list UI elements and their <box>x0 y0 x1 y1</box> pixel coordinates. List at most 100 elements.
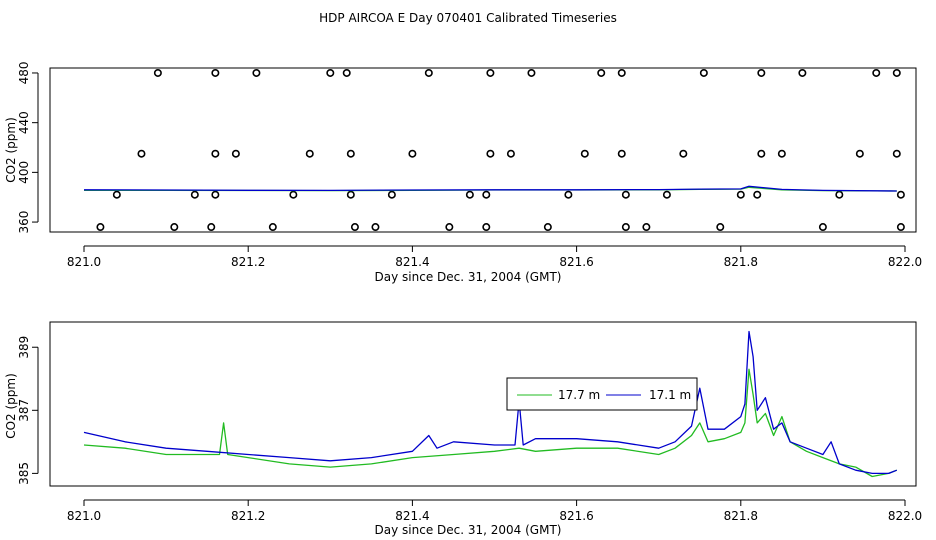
top-marker-point <box>211 190 220 199</box>
bottom-chart-panel: 821.0 821.2 821.4 821.6 821.8 822.0 385 387 389… <box>4 321 922 537</box>
top-marker-point <box>350 223 359 232</box>
top-marker-point <box>597 68 606 77</box>
bottom-x-tick-label: 822.0 <box>888 509 922 523</box>
top-marker-point <box>342 68 351 77</box>
top-x-tick-label: 821.2 <box>231 255 265 269</box>
top-marker-point <box>892 149 901 158</box>
top-y-tick-label: 440 <box>17 111 31 134</box>
top-x-tick-label: 821.4 <box>395 255 429 269</box>
top-marker-point <box>892 68 901 77</box>
top-series-line-2 <box>83 185 897 192</box>
top-marker-point <box>305 149 314 158</box>
top-marker-point <box>326 68 335 77</box>
legend-label-17-1: 17.1 m <box>649 388 691 402</box>
top-marker-point <box>716 223 725 232</box>
bottom-x-axis: 821.0 821.2 821.4 821.6 821.8 822.0 <box>67 499 922 523</box>
top-marker-point <box>527 68 536 77</box>
top-marker-point <box>486 68 495 77</box>
top-marker-point <box>872 68 881 77</box>
top-marker-point <box>753 190 762 199</box>
top-marker-point <box>231 149 240 158</box>
top-marker-point <box>346 149 355 158</box>
bottom-x-tick-label: 821.8 <box>724 509 758 523</box>
bottom-y-tick-label: 385 <box>17 462 31 485</box>
top-marker-point <box>252 68 261 77</box>
bottom-x-tick-label: 821.0 <box>67 509 101 523</box>
top-marker-point <box>736 190 745 199</box>
bottom-series-line-1 <box>83 368 898 478</box>
top-marker-point <box>506 149 515 158</box>
top-y-axis-label: CO2 (ppm) <box>4 117 18 183</box>
top-marker-point <box>170 223 179 232</box>
bottom-x-tick-label: 821.2 <box>231 509 265 523</box>
top-marker-point <box>543 223 552 232</box>
bottom-x-axis-label: Day since Dec. 31, 2004 (GMT) <box>375 523 562 537</box>
top-marker-point <box>699 68 708 77</box>
bottom-plot-frame <box>49 321 917 487</box>
top-marker-point <box>346 190 355 199</box>
top-marker-point <box>371 223 380 232</box>
top-marker-point <box>679 149 688 158</box>
top-x-tick-label: 821.0 <box>67 255 101 269</box>
top-marker-point <box>757 68 766 77</box>
top-markers <box>96 68 905 232</box>
top-x-axis-label: Day since Dec. 31, 2004 (GMT) <box>375 270 562 284</box>
top-marker-point <box>617 68 626 77</box>
top-marker-point <box>424 68 433 77</box>
top-marker-point <box>387 190 396 199</box>
bottom-x-tick-label: 821.6 <box>559 509 593 523</box>
top-marker-point <box>408 149 417 158</box>
top-marker-point <box>207 223 216 232</box>
top-marker-point <box>153 68 162 77</box>
top-y-axis: 360 400 440 480 <box>17 62 39 234</box>
bottom-y-tick-label: 389 <box>17 336 31 359</box>
bottom-y-axis: 385 387 389 <box>17 336 39 485</box>
top-marker-point <box>580 149 589 158</box>
top-x-axis: 821.0 821.2 821.4 821.6 821.8 822.0 <box>67 245 922 269</box>
top-chart-panel: 821.0 821.2 821.4 821.6 821.8 822.0 360 400 440… <box>4 62 922 284</box>
top-marker-point <box>896 223 905 232</box>
bottom-x-tick-label: 821.4 <box>395 509 429 523</box>
top-marker-point <box>777 149 786 158</box>
top-marker-point <box>211 149 220 158</box>
top-x-tick-label: 822.0 <box>888 255 922 269</box>
top-y-tick-label: 480 <box>17 62 31 85</box>
top-marker-point <box>617 149 626 158</box>
top-marker-point <box>642 223 651 232</box>
top-marker-point <box>896 190 905 199</box>
top-y-tick-label: 360 <box>17 211 31 234</box>
top-marker-point <box>268 223 277 232</box>
legend-label-17-7: 17.7 m <box>558 388 600 402</box>
page-title: HDP AIRCOA E Day 070401 Calibrated Times… <box>319 11 617 25</box>
top-marker-point <box>445 223 454 232</box>
top-marker-point <box>211 68 220 77</box>
top-marker-point <box>289 190 298 199</box>
top-marker-point <box>621 223 630 232</box>
top-plot-frame <box>49 67 917 233</box>
top-marker-point <box>621 190 630 199</box>
top-marker-point <box>798 68 807 77</box>
top-marker-point <box>757 149 766 158</box>
top-series <box>83 185 897 192</box>
top-y-tick-label: 400 <box>17 161 31 184</box>
bottom-y-axis-label: CO2 (ppm) <box>4 373 18 439</box>
top-marker-point <box>112 190 121 199</box>
top-marker-point <box>835 190 844 199</box>
bottom-series-line-2 <box>83 330 898 475</box>
top-marker-point <box>137 149 146 158</box>
top-marker-point <box>190 190 199 199</box>
bottom-series <box>83 330 898 478</box>
bottom-y-tick-label: 387 <box>17 399 31 422</box>
legend-box <box>506 377 698 411</box>
top-marker-point <box>855 149 864 158</box>
top-marker-point <box>486 149 495 158</box>
top-marker-point <box>662 190 671 199</box>
top-marker-point <box>818 223 827 232</box>
top-marker-point <box>465 190 474 199</box>
top-marker-point <box>482 223 491 232</box>
top-x-tick-label: 821.8 <box>724 255 758 269</box>
top-marker-point <box>96 223 105 232</box>
top-marker-point <box>564 190 573 199</box>
top-marker-point <box>482 190 491 199</box>
